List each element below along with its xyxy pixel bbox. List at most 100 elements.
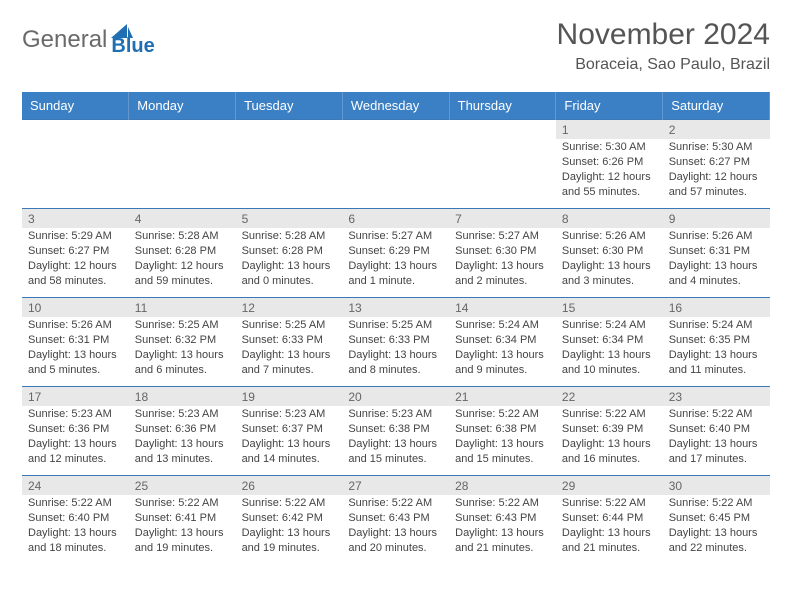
day-details: Sunrise: 5:30 AMSunset: 6:26 PMDaylight:… bbox=[556, 139, 663, 202]
calendar-row: 0-0-0-0-0-1Sunrise: 5:30 AMSunset: 6:26 … bbox=[22, 120, 770, 209]
day-number: 8 bbox=[556, 209, 663, 228]
day-number: 29 bbox=[556, 476, 663, 495]
day-number: 26 bbox=[236, 476, 343, 495]
calendar-cell: 18Sunrise: 5:23 AMSunset: 6:36 PMDayligh… bbox=[129, 387, 236, 476]
sunset-line: Sunset: 6:45 PM bbox=[669, 511, 764, 526]
calendar-cell: 16Sunrise: 5:24 AMSunset: 6:35 PMDayligh… bbox=[663, 298, 770, 387]
calendar-cell: 10Sunrise: 5:26 AMSunset: 6:31 PMDayligh… bbox=[22, 298, 129, 387]
day-details: Sunrise: 5:25 AMSunset: 6:33 PMDaylight:… bbox=[342, 317, 449, 380]
day-details: Sunrise: 5:29 AMSunset: 6:27 PMDaylight:… bbox=[22, 228, 129, 291]
weekday-header: Tuesday bbox=[236, 92, 343, 120]
day-number: 5 bbox=[236, 209, 343, 228]
calendar-table: SundayMondayTuesdayWednesdayThursdayFrid… bbox=[22, 92, 770, 564]
day-number: 27 bbox=[342, 476, 449, 495]
logo: General Blue bbox=[22, 24, 155, 56]
day-details: Sunrise: 5:25 AMSunset: 6:33 PMDaylight:… bbox=[236, 317, 343, 380]
calendar-cell: 14Sunrise: 5:24 AMSunset: 6:34 PMDayligh… bbox=[449, 298, 556, 387]
sunrise-line: Sunrise: 5:27 AM bbox=[455, 229, 550, 244]
calendar-cell: 25Sunrise: 5:22 AMSunset: 6:41 PMDayligh… bbox=[129, 476, 236, 565]
sunset-line: Sunset: 6:28 PM bbox=[135, 244, 230, 259]
sunset-line: Sunset: 6:27 PM bbox=[28, 244, 123, 259]
sunrise-line: Sunrise: 5:26 AM bbox=[669, 229, 764, 244]
location: Boraceia, Sao Paulo, Brazil bbox=[557, 56, 770, 74]
logo-text-blue: Blue bbox=[111, 36, 154, 56]
sunset-line: Sunset: 6:40 PM bbox=[669, 422, 764, 437]
calendar-cell: 3Sunrise: 5:29 AMSunset: 6:27 PMDaylight… bbox=[22, 209, 129, 298]
daylight-line: Daylight: 13 hours and 13 minutes. bbox=[135, 437, 230, 467]
calendar-cell: 19Sunrise: 5:23 AMSunset: 6:37 PMDayligh… bbox=[236, 387, 343, 476]
daylight-line: Daylight: 13 hours and 9 minutes. bbox=[455, 348, 550, 378]
sunrise-line: Sunrise: 5:23 AM bbox=[28, 407, 123, 422]
day-details: Sunrise: 5:24 AMSunset: 6:34 PMDaylight:… bbox=[449, 317, 556, 380]
sunset-line: Sunset: 6:34 PM bbox=[455, 333, 550, 348]
sunset-line: Sunset: 6:35 PM bbox=[669, 333, 764, 348]
day-details: Sunrise: 5:22 AMSunset: 6:43 PMDaylight:… bbox=[342, 495, 449, 558]
daylight-line: Daylight: 12 hours and 57 minutes. bbox=[669, 170, 764, 200]
sunset-line: Sunset: 6:41 PM bbox=[135, 511, 230, 526]
weekday-header: Monday bbox=[129, 92, 236, 120]
sunrise-line: Sunrise: 5:26 AM bbox=[28, 318, 123, 333]
day-number: 18 bbox=[129, 387, 236, 406]
day-number: 13 bbox=[342, 298, 449, 317]
sunrise-line: Sunrise: 5:29 AM bbox=[28, 229, 123, 244]
calendar-row: 17Sunrise: 5:23 AMSunset: 6:36 PMDayligh… bbox=[22, 387, 770, 476]
sunset-line: Sunset: 6:33 PM bbox=[242, 333, 337, 348]
calendar-cell: 17Sunrise: 5:23 AMSunset: 6:36 PMDayligh… bbox=[22, 387, 129, 476]
calendar-cell: 21Sunrise: 5:22 AMSunset: 6:38 PMDayligh… bbox=[449, 387, 556, 476]
calendar-cell: 7Sunrise: 5:27 AMSunset: 6:30 PMDaylight… bbox=[449, 209, 556, 298]
sunset-line: Sunset: 6:39 PM bbox=[562, 422, 657, 437]
calendar-head: SundayMondayTuesdayWednesdayThursdayFrid… bbox=[22, 92, 770, 120]
weekday-header: Saturday bbox=[663, 92, 770, 120]
calendar-cell: 12Sunrise: 5:25 AMSunset: 6:33 PMDayligh… bbox=[236, 298, 343, 387]
calendar-cell: 15Sunrise: 5:24 AMSunset: 6:34 PMDayligh… bbox=[556, 298, 663, 387]
sunrise-line: Sunrise: 5:22 AM bbox=[455, 496, 550, 511]
day-details: Sunrise: 5:27 AMSunset: 6:29 PMDaylight:… bbox=[342, 228, 449, 291]
day-number: 15 bbox=[556, 298, 663, 317]
day-details: Sunrise: 5:23 AMSunset: 6:36 PMDaylight:… bbox=[129, 406, 236, 469]
day-details: Sunrise: 5:26 AMSunset: 6:31 PMDaylight:… bbox=[22, 317, 129, 380]
day-number: 30 bbox=[663, 476, 770, 495]
day-details: Sunrise: 5:26 AMSunset: 6:30 PMDaylight:… bbox=[556, 228, 663, 291]
day-number: 19 bbox=[236, 387, 343, 406]
daylight-line: Daylight: 12 hours and 59 minutes. bbox=[135, 259, 230, 289]
day-details: Sunrise: 5:25 AMSunset: 6:32 PMDaylight:… bbox=[129, 317, 236, 380]
sunrise-line: Sunrise: 5:28 AM bbox=[135, 229, 230, 244]
day-number: 11 bbox=[129, 298, 236, 317]
calendar-cell: 26Sunrise: 5:22 AMSunset: 6:42 PMDayligh… bbox=[236, 476, 343, 565]
sunrise-line: Sunrise: 5:22 AM bbox=[669, 496, 764, 511]
weekday-header: Wednesday bbox=[342, 92, 449, 120]
sunrise-line: Sunrise: 5:30 AM bbox=[562, 140, 657, 155]
calendar-row: 24Sunrise: 5:22 AMSunset: 6:40 PMDayligh… bbox=[22, 476, 770, 565]
day-number: 9 bbox=[663, 209, 770, 228]
daylight-line: Daylight: 13 hours and 11 minutes. bbox=[669, 348, 764, 378]
calendar-cell: 9Sunrise: 5:26 AMSunset: 6:31 PMDaylight… bbox=[663, 209, 770, 298]
day-number: 16 bbox=[663, 298, 770, 317]
day-details: Sunrise: 5:22 AMSunset: 6:40 PMDaylight:… bbox=[663, 406, 770, 469]
sunset-line: Sunset: 6:40 PM bbox=[28, 511, 123, 526]
calendar-row: 10Sunrise: 5:26 AMSunset: 6:31 PMDayligh… bbox=[22, 298, 770, 387]
calendar-cell: 28Sunrise: 5:22 AMSunset: 6:43 PMDayligh… bbox=[449, 476, 556, 565]
day-number: 23 bbox=[663, 387, 770, 406]
day-number: 25 bbox=[129, 476, 236, 495]
day-number: 24 bbox=[22, 476, 129, 495]
sunrise-line: Sunrise: 5:24 AM bbox=[669, 318, 764, 333]
month-title: November 2024 bbox=[557, 18, 770, 52]
daylight-line: Daylight: 13 hours and 18 minutes. bbox=[28, 526, 123, 556]
day-number: 6 bbox=[342, 209, 449, 228]
day-number: 14 bbox=[449, 298, 556, 317]
daylight-line: Daylight: 13 hours and 8 minutes. bbox=[348, 348, 443, 378]
day-details: Sunrise: 5:23 AMSunset: 6:38 PMDaylight:… bbox=[342, 406, 449, 469]
calendar-cell: 29Sunrise: 5:22 AMSunset: 6:44 PMDayligh… bbox=[556, 476, 663, 565]
daylight-line: Daylight: 13 hours and 19 minutes. bbox=[135, 526, 230, 556]
sunrise-line: Sunrise: 5:22 AM bbox=[455, 407, 550, 422]
sunset-line: Sunset: 6:36 PM bbox=[28, 422, 123, 437]
day-details: Sunrise: 5:22 AMSunset: 6:40 PMDaylight:… bbox=[22, 495, 129, 558]
daylight-line: Daylight: 13 hours and 12 minutes. bbox=[28, 437, 123, 467]
sunset-line: Sunset: 6:42 PM bbox=[242, 511, 337, 526]
sunset-line: Sunset: 6:27 PM bbox=[669, 155, 764, 170]
daylight-line: Daylight: 13 hours and 0 minutes. bbox=[242, 259, 337, 289]
daylight-line: Daylight: 13 hours and 5 minutes. bbox=[28, 348, 123, 378]
daylight-line: Daylight: 13 hours and 6 minutes. bbox=[135, 348, 230, 378]
sunset-line: Sunset: 6:26 PM bbox=[562, 155, 657, 170]
weekday-header: Friday bbox=[556, 92, 663, 120]
